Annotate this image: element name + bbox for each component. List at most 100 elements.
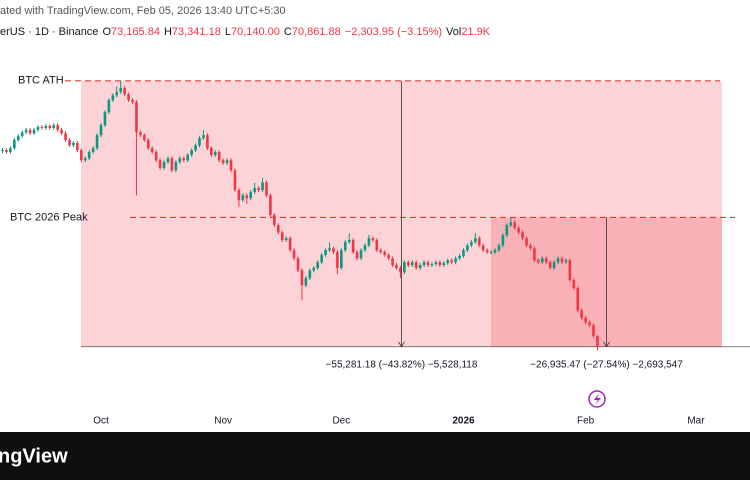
candle-body	[540, 258, 544, 263]
candle-body	[202, 135, 205, 139]
candle-body	[300, 270, 304, 286]
candle-body	[525, 238, 528, 246]
candle-body	[56, 125, 59, 130]
candle-body	[505, 225, 509, 236]
candle-body	[474, 238, 477, 242]
candle-body	[292, 250, 296, 259]
measure-arrow	[398, 341, 405, 348]
candle-body	[206, 135, 209, 149]
candle-body	[576, 288, 580, 311]
candle-body	[466, 245, 469, 251]
x-tick-label: 2026	[452, 416, 475, 427]
candle-body	[454, 258, 457, 263]
candle-body	[544, 258, 548, 263]
candle-body	[265, 182, 268, 196]
legend-item: 73,165.84	[111, 26, 160, 38]
candle-body	[296, 258, 300, 271]
legend-item: erUS · 1D · Binance	[0, 26, 98, 38]
candle-body	[336, 252, 339, 268]
x-tick-label: Feb	[577, 416, 595, 427]
candle-body	[174, 162, 178, 171]
candle-body	[403, 262, 406, 273]
candle-body	[493, 250, 497, 253]
candle-body	[517, 228, 520, 233]
candle-body	[146, 139, 150, 149]
candle-body	[324, 250, 327, 255]
candle-body	[80, 150, 83, 161]
candle-body	[450, 260, 453, 263]
candle-body	[91, 148, 95, 153]
candle-body	[139, 132, 142, 136]
candle-body	[16, 136, 20, 140]
candle-body	[64, 133, 67, 140]
candle-body	[198, 138, 201, 146]
candle-body	[442, 263, 446, 266]
candle-body	[221, 160, 225, 164]
candle-body	[426, 262, 430, 266]
candle-body	[379, 250, 383, 253]
candle-body	[485, 250, 489, 253]
candle-body	[237, 190, 241, 201]
candle-body	[481, 245, 485, 251]
candle-body	[95, 135, 99, 149]
candle-body	[194, 145, 197, 151]
candle-body	[458, 255, 461, 259]
legend-item: C	[284, 26, 292, 38]
candle-body	[28, 129, 32, 134]
legend-item: O	[102, 26, 111, 38]
legend-item: L	[225, 26, 231, 38]
candle-body	[470, 241, 473, 246]
candle-body	[241, 195, 245, 201]
candle-body	[304, 278, 308, 286]
legend-item: 21.9K	[461, 26, 490, 38]
candle-body	[76, 142, 79, 151]
legend-item: 70,140.00	[231, 26, 280, 38]
candle-body	[407, 262, 410, 266]
measure-label: −26,935.47 (−27.54%) −2,693,547	[530, 360, 683, 371]
legend-item: −2,303.95 (−3.15%)	[345, 26, 442, 38]
candle-body	[99, 125, 103, 136]
candle-body	[40, 127, 44, 129]
candle-body	[1, 150, 4, 152]
candle-body	[462, 250, 465, 256]
candle-body	[158, 160, 162, 168]
candle-body	[233, 170, 237, 191]
candle-body	[131, 100, 134, 102]
candle-body	[261, 182, 264, 191]
candle-body	[509, 222, 513, 226]
candle-body	[229, 160, 233, 171]
candle-body	[127, 94, 130, 101]
candle-body	[5, 150, 8, 153]
candle-body	[308, 270, 312, 279]
candle-body	[213, 152, 217, 155]
candle-body	[123, 88, 126, 95]
candle-body	[178, 158, 182, 163]
x-tick-label: Nov	[214, 416, 232, 427]
candle-body	[395, 265, 398, 268]
candle-body	[103, 112, 107, 126]
candle-body	[588, 322, 591, 326]
candle-body	[190, 150, 193, 155]
candle-body	[564, 260, 568, 263]
candle-body	[225, 160, 229, 164]
candle-body	[60, 129, 63, 134]
candle-body	[596, 335, 599, 348]
candle-body	[154, 152, 158, 161]
candle-body	[387, 254, 390, 259]
replay-icon[interactable]	[588, 390, 606, 408]
x-tick-label: Oct	[93, 416, 109, 427]
candle-body	[347, 240, 351, 242]
candle-body	[332, 248, 335, 253]
candle-body	[182, 158, 186, 161]
candle-body	[162, 162, 166, 168]
footer-bar	[0, 432, 750, 480]
candle-body	[533, 248, 536, 261]
candle-body	[288, 238, 292, 251]
candle-body	[430, 264, 434, 266]
candle-body	[72, 142, 75, 146]
candle-body	[560, 258, 564, 263]
candle-body	[355, 252, 359, 259]
measure-label: −55,281.18 (−43.82%) −5,528,118	[326, 360, 478, 371]
candle-body	[383, 252, 386, 255]
